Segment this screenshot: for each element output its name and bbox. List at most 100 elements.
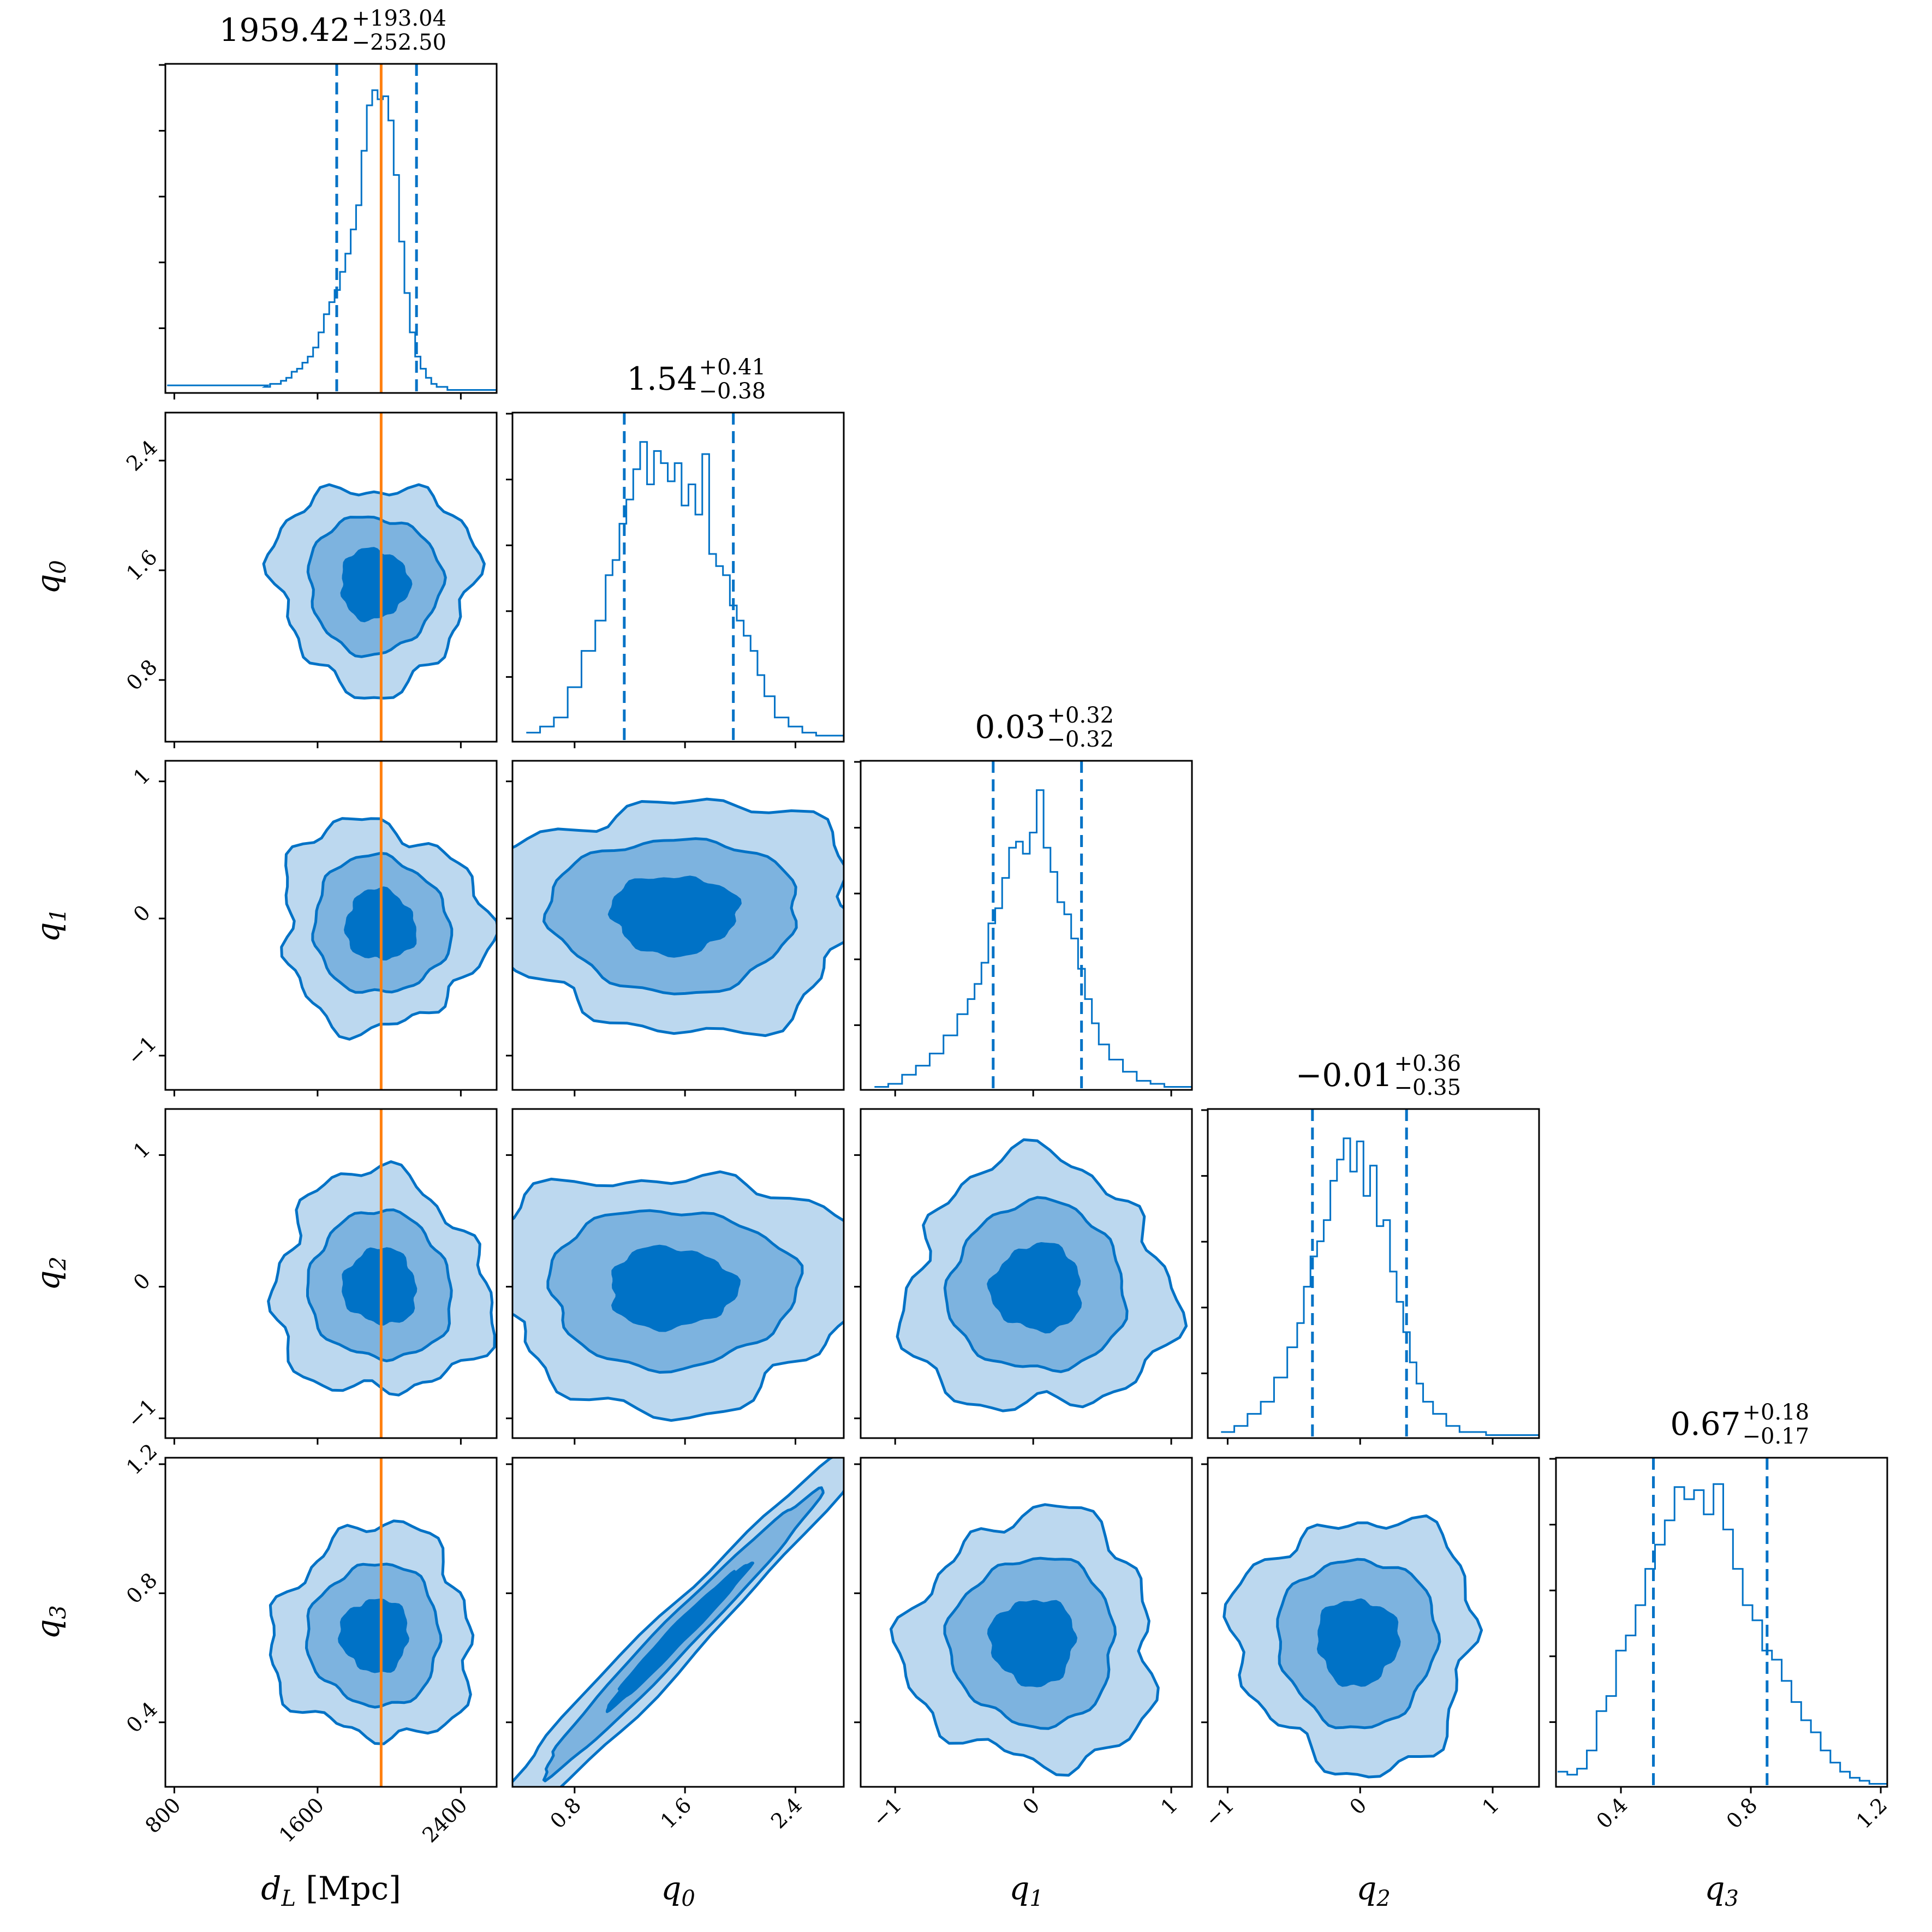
- contour-1sigma-q1-q3: [987, 1600, 1077, 1687]
- contour-1sigma-q2-q3: [1316, 1598, 1401, 1687]
- contour-1sigma-dL-q3: [338, 1598, 409, 1673]
- x-tick-label-q2: −1: [1200, 1793, 1239, 1832]
- y-axis-title-q3: q3: [29, 1605, 71, 1639]
- y-tick-label-q3: 0.4: [122, 1697, 162, 1738]
- x-axis-title-q3: q3: [1704, 1870, 1739, 1911]
- panel-frame-4-1: [511, 1457, 845, 1788]
- y-tick-label-q0: 1.6: [122, 545, 162, 586]
- y-tick-label-q1: −1: [122, 1031, 161, 1070]
- panel-frame-4-2: [860, 1457, 1193, 1788]
- title-value-q1: 0.03: [975, 708, 1045, 746]
- contour-1sigma-q0-q2: [611, 1244, 741, 1332]
- y-tick-label-q2: 1: [129, 1137, 155, 1163]
- title-minus-dL: −252.50: [352, 30, 446, 55]
- x-axis-title-q1: q1: [1009, 1870, 1043, 1911]
- title-plus-q0: +0.41: [699, 355, 766, 380]
- x-axis-title-q0: q0: [661, 1870, 695, 1911]
- contour-panel-dL-q1: [280, 817, 497, 1041]
- x-tick-label-dL: 2400: [418, 1793, 472, 1847]
- contour-panel-q2-q3: [1223, 1514, 1483, 1779]
- panel-frame-4-3: [1207, 1457, 1540, 1788]
- histogram-q2: [1221, 1109, 1539, 1438]
- x-axis-title-q2: q2: [1356, 1870, 1391, 1911]
- histogram-q1: [874, 761, 1192, 1090]
- contour-1sigma-dL-q2: [342, 1247, 418, 1326]
- x-tick-label-q0: 2.4: [766, 1793, 807, 1833]
- y-tick-label-q1: 1: [129, 763, 155, 789]
- panel-frame-3-2: [860, 1108, 1193, 1439]
- title-value-q3: 0.67: [1670, 1405, 1740, 1442]
- panel-frame-1-0: [164, 412, 498, 743]
- title-minus-q0: −0.38: [699, 379, 766, 404]
- title-minus-q1: −0.32: [1047, 727, 1114, 752]
- title-plus-dL: +193.04: [352, 6, 446, 31]
- panel-frame-2-0: [164, 760, 498, 1091]
- title-plus-q2: +0.36: [1394, 1051, 1462, 1076]
- contour-panel-q1-q3: [890, 1503, 1160, 1777]
- x-tick-label-q1: 0: [1018, 1793, 1044, 1819]
- x-tick-label-q2: 1: [1477, 1793, 1504, 1819]
- title-plus-q3: +0.18: [1743, 1400, 1810, 1425]
- title-value-q0: 1.54: [627, 360, 697, 397]
- panel-title-q1: 0.03 +0.32−0.32: [975, 703, 1114, 752]
- x-axis-title-dL: dL [Mpc]: [261, 1870, 401, 1911]
- y-tick-label-q3: 0.8: [122, 1568, 162, 1608]
- title-minus-q2: −0.35: [1394, 1075, 1462, 1100]
- histogram-q3: [1557, 1458, 1887, 1787]
- contour-panel-dL-q0: [262, 483, 486, 700]
- contour-1sigma-q1-q2: [987, 1242, 1082, 1334]
- x-tick-label-q1: 1: [1156, 1793, 1182, 1819]
- histogram-q0: [526, 413, 844, 742]
- contour-1sigma-q0-q1: [607, 875, 742, 958]
- histogram-step-q1: [874, 789, 1192, 1088]
- histogram-step-q3: [1557, 1483, 1887, 1785]
- panel-frame-4-0: [164, 1457, 498, 1788]
- title-plus-q1: +0.32: [1047, 703, 1114, 728]
- contour-panel-q1-q2: [896, 1138, 1188, 1412]
- x-tick-label-q0: 1.6: [656, 1793, 696, 1833]
- contour-panel-q0-q3: [512, 1458, 844, 1787]
- y-axis-title-q0: q0: [29, 560, 71, 594]
- panel-title-q0: 1.54 +0.41−0.38: [627, 355, 766, 404]
- x-tick-label-q3: 0.8: [1722, 1793, 1762, 1833]
- histogram-step-q2: [1221, 1137, 1539, 1436]
- histogram-step-dL: [167, 89, 497, 391]
- panel-frame-2-1: [511, 760, 845, 1091]
- y-tick-label-q1: 0: [129, 901, 155, 927]
- x-tick-label-q3: 0.4: [1592, 1793, 1632, 1833]
- histogram-step-q0: [526, 441, 844, 737]
- x-tick-label-dL: 800: [140, 1793, 185, 1838]
- panel-frame-3-3: [1207, 1108, 1540, 1439]
- panel-frame-2-2: [860, 760, 1193, 1091]
- x-tick-label-q0: 0.8: [545, 1793, 586, 1833]
- contour-panel-q0-q2: [512, 1170, 844, 1422]
- y-tick-label-q2: 0: [129, 1268, 155, 1295]
- panel-frame-3-1: [511, 1108, 845, 1439]
- panel-frame-1-1: [511, 412, 845, 743]
- panel-title-q3: 0.67 +0.18−0.17: [1670, 1400, 1809, 1449]
- histogram-dL: [167, 64, 497, 393]
- y-tick-label-q0: 2.4: [122, 436, 162, 476]
- title-value-dL: 1959.42: [219, 11, 350, 49]
- panel-frame-3-0: [164, 1108, 498, 1439]
- y-axis-title-q2: q2: [29, 1256, 71, 1291]
- y-tick-label-q0: 0.8: [122, 655, 162, 695]
- title-minus-q3: −0.17: [1743, 1424, 1810, 1449]
- panel-title-dL: 1959.42 +193.04−252.50: [219, 6, 446, 55]
- contour-1sigma-q0-q3: [605, 1561, 754, 1713]
- x-tick-label-dL: 1600: [275, 1793, 329, 1847]
- panel-frame-0-0: [164, 63, 498, 394]
- y-tick-label-q3: 1.2: [122, 1439, 162, 1480]
- x-tick-label-q1: −1: [868, 1793, 907, 1832]
- x-tick-label-q2: 0: [1345, 1793, 1371, 1819]
- y-axis-title-q1: q1: [29, 908, 71, 943]
- panel-frame-4-4: [1555, 1457, 1888, 1788]
- contour-panel-dL-q3: [269, 1519, 475, 1745]
- y-tick-label-q2: −1: [122, 1394, 161, 1433]
- contour-panel-q0-q1: [512, 797, 844, 1037]
- title-value-q2: −0.01: [1296, 1057, 1393, 1094]
- contour-1sigma-dL-q0: [340, 547, 413, 623]
- panel-title-q2: −0.01 +0.36−0.35: [1296, 1051, 1461, 1100]
- x-tick-label-q3: 1.2: [1852, 1793, 1892, 1833]
